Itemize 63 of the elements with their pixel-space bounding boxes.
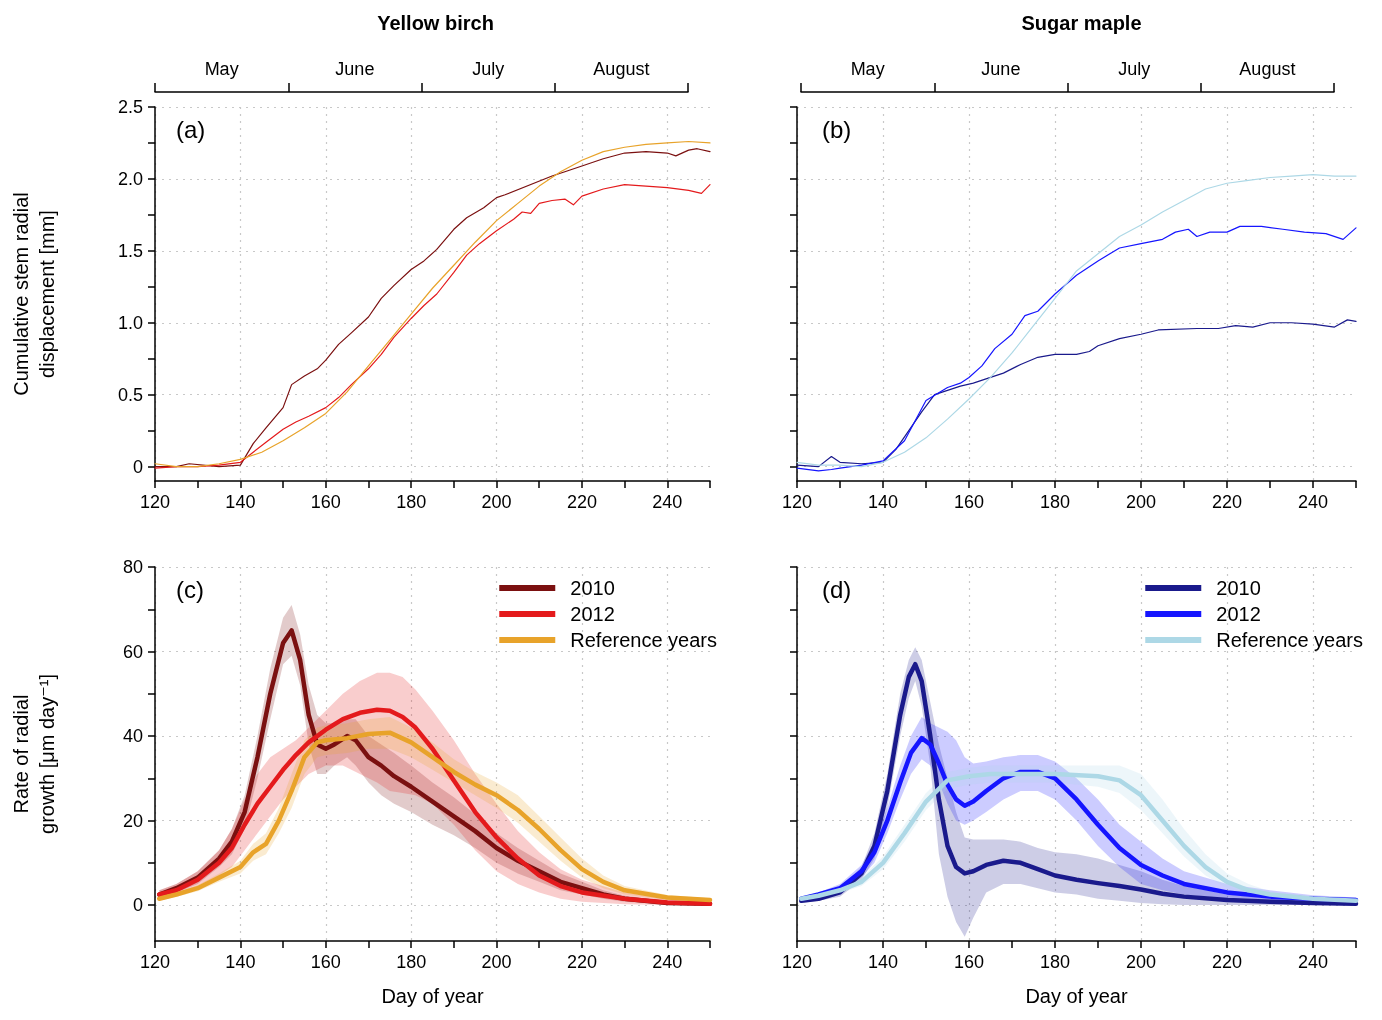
x-tick-label: 240 — [652, 952, 683, 972]
x-tick-label: 240 — [652, 492, 683, 512]
x-axis-title: Day of year — [1025, 985, 1128, 1007]
x-tick-label: 160 — [953, 952, 985, 972]
annotation: (d) — [822, 575, 852, 603]
text: July — [1118, 59, 1151, 79]
text: July — [472, 59, 505, 79]
text: August — [593, 59, 650, 79]
x-tick-label: 120 — [781, 492, 813, 512]
y-tick-label: 1.5 — [117, 240, 143, 261]
x-tick-label: 140 — [867, 952, 899, 972]
x-tick-label: 160 — [310, 492, 341, 512]
legend-label: Reference years — [570, 629, 718, 651]
annotation: (b) — [822, 115, 852, 143]
x-tick-label: 220 — [1211, 492, 1243, 512]
y-tick-label: 40 — [122, 726, 143, 747]
y-axis-title: Cumulative stem radial displacement [mm] — [10, 192, 58, 396]
chart-title: Yellow birch — [377, 12, 494, 34]
text: June — [335, 59, 375, 79]
x-axis-title: Day of year — [381, 985, 484, 1007]
x-tick-label: 160 — [310, 952, 341, 972]
x-tick-label: 140 — [867, 492, 899, 512]
y-tick-label: 60 — [122, 641, 143, 662]
x-tick-label: 180 — [396, 952, 427, 972]
x-tick-label: 240 — [1297, 492, 1329, 512]
x-tick-label: 140 — [225, 952, 256, 972]
legend-label: 2012 — [1216, 603, 1261, 625]
text: May — [850, 59, 885, 79]
y-tick-label: 1.0 — [117, 312, 143, 333]
x-tick-label: 240 — [1297, 952, 1329, 972]
text: June — [981, 59, 1021, 79]
x-tick-label: 160 — [953, 492, 985, 512]
x-tick-label: 180 — [396, 492, 427, 512]
annotation: (c) — [176, 575, 204, 603]
y-tick-label: 0 — [132, 895, 143, 916]
x-tick-label: 180 — [1039, 952, 1071, 972]
legend-label: 2010 — [570, 577, 615, 599]
legend-label: 2010 — [1216, 577, 1261, 599]
y-tick-label: 80 — [122, 557, 143, 577]
x-tick-label: 140 — [225, 492, 256, 512]
chart-title: Sugar maple — [1021, 12, 1142, 34]
x-tick-label: 200 — [481, 952, 512, 972]
x-tick-label: 120 — [139, 492, 171, 512]
x-tick-label: 180 — [1039, 492, 1071, 512]
x-tick-label: 220 — [566, 492, 597, 512]
text: May — [204, 59, 239, 79]
y-tick-label: 0.5 — [117, 384, 143, 405]
y-tick-label: 2.5 — [117, 97, 143, 117]
y-axis-title: Rate of radial growth [μm day⁻¹] — [10, 674, 58, 834]
x-tick-label: 220 — [566, 952, 597, 972]
y-tick-label: 0 — [132, 456, 143, 477]
legend-label: Reference years — [1216, 629, 1364, 651]
legend-label: 2012 — [570, 603, 615, 625]
annotation: (a) — [176, 115, 206, 143]
x-tick-label: 200 — [481, 492, 512, 512]
x-tick-label: 200 — [1125, 952, 1157, 972]
y-tick-label: 2.0 — [117, 168, 143, 189]
x-tick-label: 120 — [139, 952, 171, 972]
text: August — [1239, 59, 1296, 79]
y-tick-label: 20 — [122, 810, 143, 831]
x-tick-label: 220 — [1211, 952, 1243, 972]
x-tick-label: 200 — [1125, 492, 1157, 512]
x-tick-label: 120 — [781, 952, 813, 972]
